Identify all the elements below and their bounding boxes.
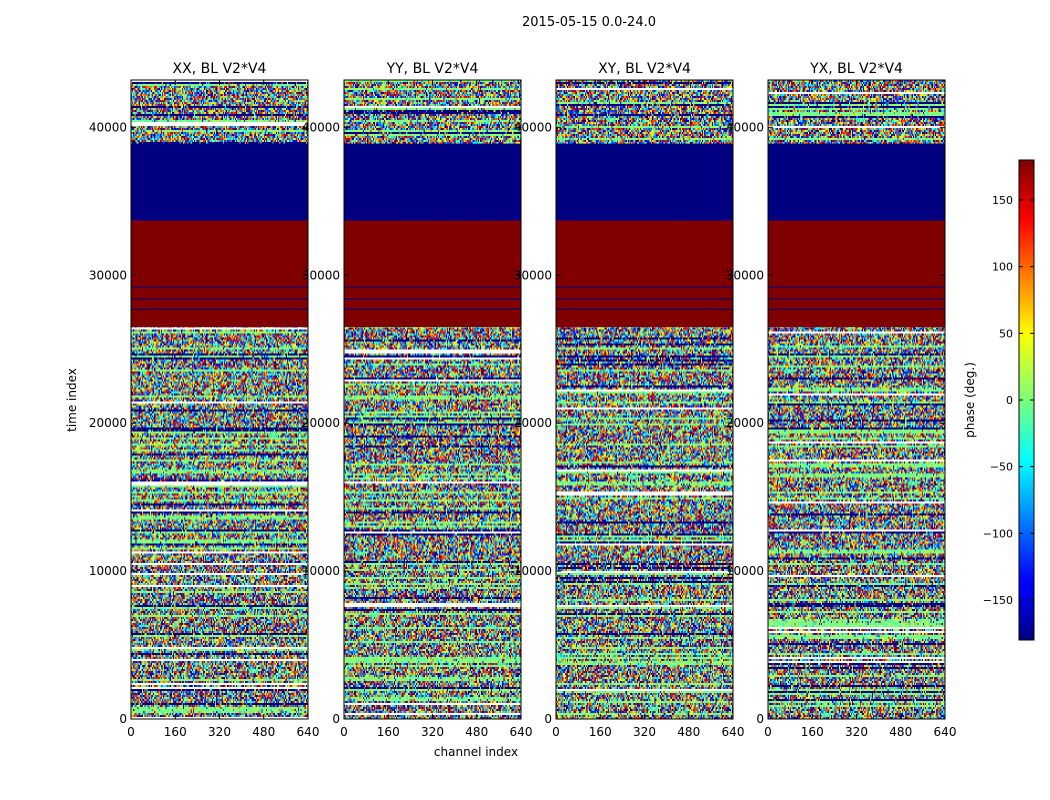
panel-yx: YX, BL V2*V4 0 160 320 480 640 0 10000 20000 3000…: [726, 61, 957, 739]
panel-title: YX, BL V2*V4: [809, 61, 903, 77]
panel-heatmap: [344, 80, 521, 719]
colorbar-tick-label: 150: [992, 194, 1013, 207]
y-tick-label: 30000: [89, 268, 127, 282]
colorbar: −150 −100 −50 0 50 100 150 phase (deg.): [963, 159, 1035, 641]
y-tick-label: 10000: [89, 564, 127, 578]
x-tick-label: 160: [377, 725, 400, 739]
panel-title: XY, BL V2*V4: [598, 61, 691, 77]
y-tick-label: 20000: [89, 416, 127, 430]
colorbar-tick-label: −50: [990, 461, 1013, 474]
y-tick-label: 0: [332, 712, 340, 726]
y-tick-label: 20000: [726, 416, 764, 430]
panels: XX, BL V2*V4 0 160 320 480 640 0 10000 20000 3000…: [89, 61, 957, 739]
y-tick-label: 40000: [89, 120, 127, 134]
y-tick-label: 0: [756, 712, 764, 726]
y-tick-label: 30000: [302, 268, 340, 282]
x-axis-label: channel index: [434, 745, 518, 759]
y-tick-label: 40000: [302, 120, 340, 134]
x-tick-label: 320: [208, 725, 231, 739]
y-tick-label: 30000: [726, 268, 764, 282]
x-tick-label: 0: [764, 725, 772, 739]
x-tick-label: 640: [510, 725, 533, 739]
x-tick-label: 0: [552, 725, 560, 739]
y-tick-label: 40000: [514, 120, 552, 134]
colorbar-tick-label: 0: [1006, 394, 1013, 407]
flagged-band: [556, 143, 733, 221]
flagged-band: [131, 220, 308, 328]
panel-xx: XX, BL V2*V4 0 160 320 480 640 0 10000 20000 3000…: [89, 61, 320, 739]
colorbar-label: phase (deg.): [963, 362, 977, 438]
x-tick-label: 160: [164, 725, 187, 739]
x-tick-label: 160: [589, 725, 612, 739]
y-tick-label: 0: [544, 712, 552, 726]
panel-heatmap: [556, 80, 733, 719]
x-tick-label: 320: [421, 725, 444, 739]
y-tick-label: 10000: [514, 564, 552, 578]
y-tick-label: 30000: [514, 268, 552, 282]
x-tick-label: 480: [889, 725, 912, 739]
y-tick-label: 40000: [726, 120, 764, 134]
x-tick-label: 0: [340, 725, 348, 739]
colorbar-tick-label: 100: [992, 261, 1013, 274]
flagged-band: [768, 220, 945, 328]
x-tick-label: 640: [297, 725, 320, 739]
x-tick-label: 320: [845, 725, 868, 739]
y-tick-label: 10000: [726, 564, 764, 578]
flagged-band: [344, 220, 521, 328]
panel-heatmap: [768, 80, 945, 719]
panel-heatmap: [131, 80, 308, 719]
colorbar-tick-label: 50: [999, 327, 1013, 340]
x-tick-label: 480: [677, 725, 700, 739]
y-tick-label: 20000: [514, 416, 552, 430]
flagged-band: [344, 143, 521, 221]
y-axis-label: time index: [65, 368, 79, 432]
panel-yy: YY, BL V2*V4 0 160 320 480 640 0 10000 20000 3000…: [302, 61, 533, 739]
x-tick-label: 480: [252, 725, 275, 739]
figure-suptitle: 2015-05-15 0.0-24.0: [522, 15, 656, 30]
x-tick-label: 640: [722, 725, 745, 739]
flagged-band: [768, 143, 945, 221]
y-tick-label: 10000: [302, 564, 340, 578]
x-tick-label: 160: [801, 725, 824, 739]
panel-title: XX, BL V2*V4: [173, 61, 267, 77]
colorbar-tick-label: −100: [983, 527, 1013, 540]
y-tick-label: 0: [119, 712, 127, 726]
x-tick-label: 480: [465, 725, 488, 739]
x-tick-label: 0: [127, 725, 135, 739]
y-tick-label: 20000: [302, 416, 340, 430]
x-tick-label: 320: [633, 725, 656, 739]
panel-title: YY, BL V2*V4: [386, 61, 479, 77]
flagged-band: [131, 143, 308, 221]
x-tick-label: 640: [934, 725, 957, 739]
panel-xy: XY, BL V2*V4 0 160 320 480 640 0 10000 20000 3000…: [514, 61, 745, 739]
colorbar-tick-label: −150: [983, 594, 1013, 607]
flagged-band: [556, 220, 733, 328]
